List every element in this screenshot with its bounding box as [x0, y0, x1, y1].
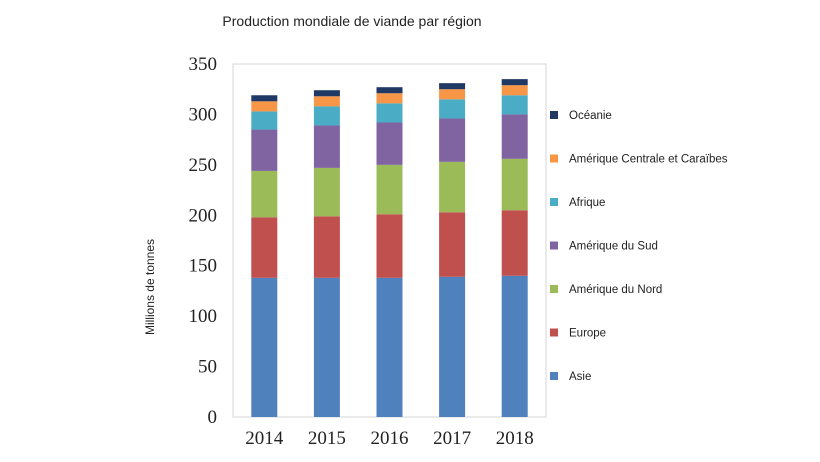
legend-swatch: [550, 328, 558, 337]
bar-segment-1: [376, 277, 403, 417]
bar-segment-1: [439, 276, 466, 417]
legend-label: Amérique du Sud: [569, 241, 658, 253]
y-tick-labels: 0 50 100 150 200 250 300 350: [189, 54, 218, 428]
bar-segment-6: [439, 89, 466, 100]
x-tick-label: 2016: [371, 428, 409, 449]
bar-segment-5: [251, 111, 278, 130]
bar-segment-2: [439, 212, 466, 277]
legend-swatch: [550, 154, 558, 163]
bar-segment-7: [313, 90, 340, 97]
legend: Océanie Amérique Centrale et Caraïbes Afri…: [550, 110, 728, 383]
legend-label: Amérique Centrale et Caraïbes: [569, 154, 728, 166]
bar-segment-1: [501, 275, 528, 417]
legend-label: Afrique: [569, 197, 605, 209]
y-tick-label: 350: [189, 54, 218, 75]
bar-segment-4: [251, 129, 278, 171]
bar-segment-2: [376, 214, 403, 278]
legend-label: Amérique du Nord: [569, 284, 662, 296]
x-tick-labels: 2014 2015 2016 2017 2018: [245, 428, 533, 449]
bar-segment-1: [313, 277, 340, 417]
x-tick-label: 2018: [496, 428, 534, 449]
bar-segment-7: [439, 83, 466, 90]
bar-segment-5: [501, 95, 528, 115]
bar-segment-2: [251, 217, 278, 278]
legend-swatch: [550, 372, 558, 380]
bar-segment-2: [313, 216, 340, 278]
bar-segment-3: [313, 167, 340, 217]
bar-segment-4: [313, 125, 340, 168]
bar-segment-5: [313, 106, 340, 126]
y-tick-label: 100: [189, 306, 218, 327]
y-tick-label: 200: [189, 205, 218, 226]
bar-layer: [251, 79, 528, 417]
bar-segment-2: [501, 210, 528, 276]
bar-segment-5: [376, 103, 403, 123]
bar-segment-3: [439, 161, 466, 213]
bar-segment-6: [251, 101, 278, 112]
x-tick-label: 2017: [433, 428, 471, 449]
legend-swatch: [550, 285, 558, 293]
bar-segment-4: [501, 114, 528, 159]
y-axis-label: Millions de tonnes: [143, 239, 157, 335]
x-tick-label: 2015: [308, 428, 346, 449]
bar-segment-6: [501, 85, 528, 96]
bar-segment-1: [251, 277, 278, 417]
bar-segment-4: [439, 118, 466, 162]
x-tick-label: 2014: [245, 428, 284, 449]
y-tick-label: 0: [208, 407, 218, 428]
y-tick-label: 150: [189, 256, 218, 277]
bar-segment-7: [376, 87, 403, 94]
y-tick-label: 300: [189, 104, 218, 125]
bar-segment-5: [439, 99, 466, 119]
bar-segment-6: [376, 93, 403, 104]
bar-segment-3: [376, 164, 403, 215]
bar-segment-3: [251, 170, 278, 218]
y-tick-label: 250: [189, 155, 218, 176]
legend-label: Océanie: [569, 110, 612, 122]
legend-label: Europe: [569, 328, 606, 340]
bar-segment-7: [251, 95, 278, 102]
bar-segment-6: [313, 96, 340, 107]
legend-swatch: [550, 111, 558, 119]
bar-segment-7: [501, 79, 528, 86]
legend-label: Asie: [569, 371, 591, 383]
legend-swatch: [550, 198, 558, 206]
chart-title: Production mondiale de viande par région: [222, 13, 481, 29]
bar-segment-3: [501, 158, 528, 211]
y-tick-label: 50: [198, 357, 217, 378]
bar-segment-4: [376, 122, 403, 165]
legend-swatch: [550, 241, 558, 250]
